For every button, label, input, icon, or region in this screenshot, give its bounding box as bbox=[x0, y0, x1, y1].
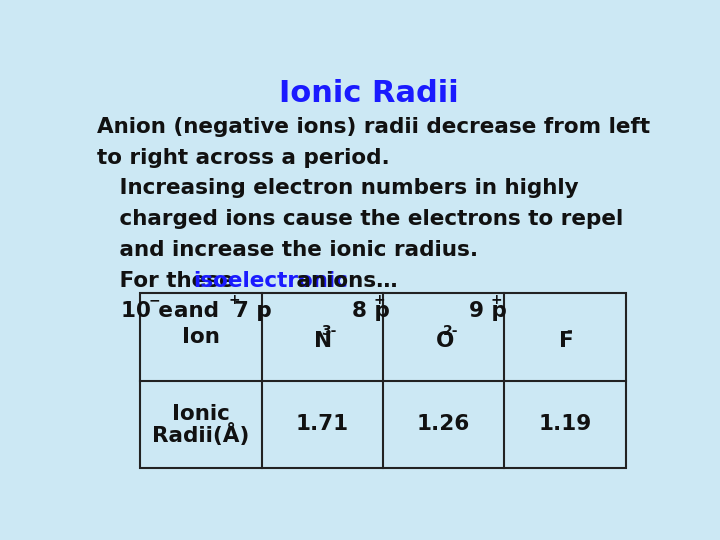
Text: +: + bbox=[373, 293, 384, 307]
Text: Increasing electron numbers in highly: Increasing electron numbers in highly bbox=[97, 178, 579, 198]
Text: -: - bbox=[566, 324, 572, 338]
Text: F: F bbox=[559, 332, 574, 352]
Text: anions…: anions… bbox=[289, 271, 397, 291]
Text: O: O bbox=[436, 332, 454, 352]
Text: 8 p: 8 p bbox=[352, 301, 390, 321]
Text: to right across a period.: to right across a period. bbox=[97, 147, 390, 167]
Text: Anion (negative ions) radii decrease from left: Anion (negative ions) radii decrease fro… bbox=[97, 117, 650, 137]
Text: +: + bbox=[490, 293, 502, 307]
Text: 1.71: 1.71 bbox=[296, 415, 348, 435]
Text: isoelectronic: isoelectronic bbox=[193, 271, 348, 291]
Text: Ion: Ion bbox=[182, 327, 220, 347]
Text: 9 p: 9 p bbox=[469, 301, 508, 321]
Text: Radii(Å): Radii(Å) bbox=[152, 423, 250, 447]
Text: For these: For these bbox=[97, 271, 241, 291]
Text: and increase the ionic radius.: and increase the ionic radius. bbox=[97, 240, 478, 260]
Text: 2-: 2- bbox=[443, 324, 458, 338]
Text: N: N bbox=[314, 332, 332, 352]
Text: and  7 p: and 7 p bbox=[159, 301, 271, 321]
Text: 1.19: 1.19 bbox=[539, 415, 592, 435]
Text: −: − bbox=[148, 293, 160, 307]
Text: 1.26: 1.26 bbox=[417, 415, 470, 435]
Text: charged ions cause the electrons to repel: charged ions cause the electrons to repe… bbox=[97, 209, 624, 229]
Text: 3-: 3- bbox=[321, 324, 336, 338]
Text: 10 e: 10 e bbox=[121, 301, 173, 321]
Text: +: + bbox=[229, 293, 240, 307]
Bar bbox=[140, 294, 626, 468]
Text: Ionic: Ionic bbox=[172, 404, 230, 424]
Text: Ionic Radii: Ionic Radii bbox=[279, 79, 459, 109]
